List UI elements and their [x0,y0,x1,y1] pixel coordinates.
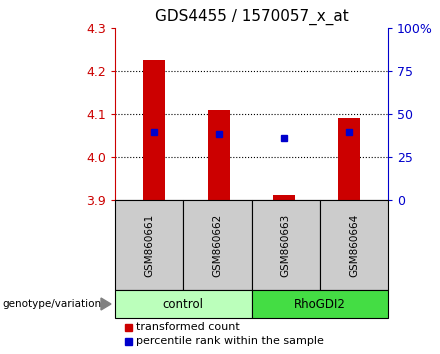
Text: GSM860663: GSM860663 [281,213,291,276]
Text: GSM860662: GSM860662 [213,213,222,276]
Bar [208,110,231,200]
Text: transformed count: transformed count [136,322,240,332]
Text: genotype/variation: genotype/variation [2,299,101,309]
Bar [337,118,360,200]
Title: GDS4455 / 1570057_x_at: GDS4455 / 1570057_x_at [154,9,348,25]
Bar [273,195,295,200]
Text: RhoGDI2: RhoGDI2 [294,297,346,310]
Text: control: control [163,297,204,310]
Text: percentile rank within the sample: percentile rank within the sample [136,337,324,347]
Text: GSM860661: GSM860661 [144,213,154,276]
Bar [143,60,165,200]
Text: GSM860664: GSM860664 [349,213,359,276]
